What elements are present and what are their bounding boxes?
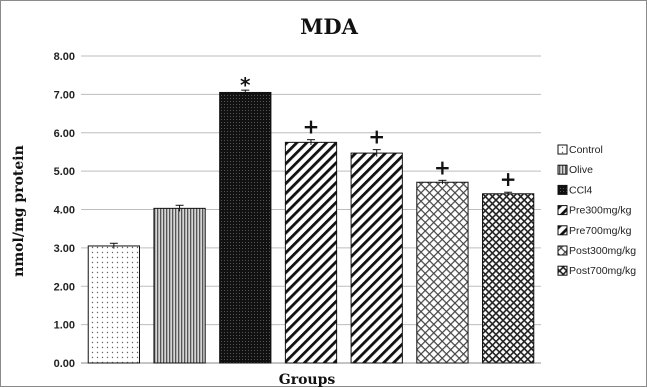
legend-label: Control	[569, 144, 603, 156]
y-axis-label: nmol/mg protein	[11, 145, 27, 277]
legend-item: Control	[557, 144, 603, 156]
legend-swatch	[557, 245, 568, 256]
legend-swatch	[557, 225, 568, 236]
legend-label: Pre700mg/kg	[569, 225, 632, 237]
legend-item: Post300mg/kg	[557, 245, 636, 257]
y-tick-label: 6.00	[54, 128, 75, 140]
error-bar	[372, 149, 381, 157]
error-bar	[109, 242, 118, 249]
bar-control	[87, 245, 140, 364]
legend-swatch	[557, 205, 568, 216]
legend-item: Olive	[557, 164, 593, 176]
significance-mark: +	[500, 167, 517, 191]
legend-item: Pre300mg/kg	[557, 205, 632, 217]
y-tick-label: 7.00	[54, 89, 75, 101]
legend-item: CCl4	[557, 184, 592, 196]
legend-swatch	[557, 144, 568, 155]
error-bar	[438, 179, 447, 185]
y-tick-label: 4.00	[54, 205, 75, 217]
legend-label: Post300mg/kg	[569, 245, 636, 257]
significance-mark: +	[368, 125, 385, 149]
legend-label: Post700mg/kg	[569, 265, 636, 277]
legend-item: Pre700mg/kg	[557, 225, 632, 237]
legend-label: Olive	[569, 164, 593, 176]
legend-item: Post700mg/kg	[557, 265, 636, 277]
legend-label: CCl4	[569, 184, 592, 196]
y-tick-label: 5.00	[54, 166, 75, 178]
legend-swatch	[557, 184, 568, 195]
bar-post700mg-kg	[482, 193, 535, 364]
legend-label: Pre300mg/kg	[569, 205, 632, 217]
error-bar	[307, 139, 315, 146]
legend-swatch	[557, 265, 568, 276]
chart-title: MDA	[300, 14, 358, 39]
y-tick-label: 2.00	[54, 281, 75, 293]
error-bar	[504, 191, 513, 196]
legend-swatch	[557, 164, 568, 175]
bar-pre300mg-kg	[284, 141, 338, 364]
y-tick-label: 3.00	[54, 243, 75, 255]
error-bar	[241, 89, 250, 95]
y-tick-label: 1.00	[54, 320, 75, 332]
significance-mark: +	[303, 115, 320, 139]
significance-mark: *	[240, 73, 251, 97]
y-tick-label: 0.00	[54, 358, 75, 370]
bar-olive	[153, 207, 206, 364]
bar-pre700mg-kg	[350, 152, 403, 364]
error-bar	[175, 204, 184, 212]
y-tick-label: 8.00	[54, 51, 75, 63]
bar-post300mg-kg	[416, 181, 469, 364]
significance-mark: +	[434, 155, 451, 179]
bar-ccl4	[219, 91, 272, 364]
x-axis-label: Groups	[279, 372, 336, 388]
